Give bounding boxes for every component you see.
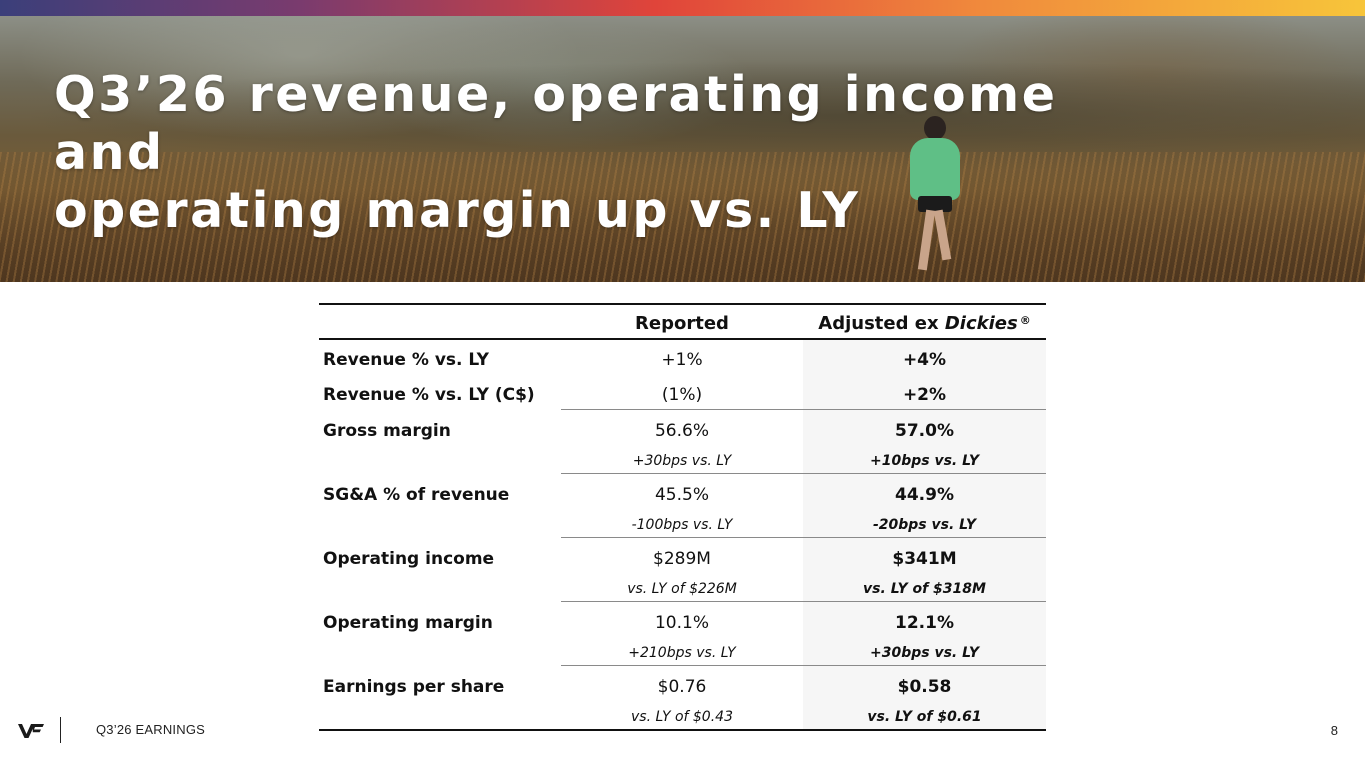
row-label: Operating income: [323, 549, 495, 569]
row-label: Operating margin: [323, 613, 493, 633]
slide-title: Q3’26 revenue, operating income and oper…: [54, 66, 1174, 240]
footer-label: Q3’26 EARNINGS: [96, 722, 206, 737]
hero-image: [0, 16, 1365, 282]
row-reported-note: vs. LY of $0.43: [631, 709, 733, 725]
runner-head: [924, 116, 946, 140]
runner-jacket: [910, 138, 960, 200]
hero-grass: [0, 152, 1365, 282]
registered-mark: ®: [1019, 314, 1031, 327]
row-separator: [561, 409, 1046, 410]
row-adjusted-note: vs. LY of $0.61: [867, 709, 982, 725]
row-adjusted-value: $0.58: [897, 677, 952, 697]
row-reported-value: (1%): [661, 385, 703, 405]
row-label: Gross margin: [323, 421, 451, 441]
row-adjusted-note: +30bps vs. LY: [870, 645, 979, 661]
header-adjusted-prefix: Adjusted ex: [818, 313, 945, 334]
vf-logo-icon: [18, 724, 44, 738]
row-label: Revenue % vs. LY: [323, 350, 489, 370]
row-separator: [561, 665, 1046, 666]
header-reported: Reported: [635, 313, 729, 334]
row-reported-value: +1%: [661, 350, 703, 370]
runner-shorts: [918, 196, 952, 212]
row-separator: [561, 601, 1046, 602]
row-reported-note: vs. LY of $226M: [627, 581, 737, 597]
row-adjusted-value: 12.1%: [895, 613, 954, 633]
row-reported-value: 10.1%: [654, 613, 709, 633]
header-adjusted-brand: Dickies: [944, 313, 1018, 334]
adjusted-column-background: [803, 339, 1046, 729]
row-label: SG&A % of revenue: [323, 485, 510, 505]
row-reported-value: 45.5%: [654, 485, 709, 505]
slide-title-line-1: Q3’26 revenue, operating income and: [54, 66, 1058, 181]
row-label: Earnings per share: [323, 677, 505, 697]
row-label: Revenue % vs. LY (C$): [323, 385, 535, 405]
table-top-rule: [319, 303, 1046, 305]
row-reported-note: +210bps vs. LY: [628, 645, 736, 661]
row-adjusted-value: 44.9%: [895, 485, 954, 505]
row-reported-value: $289M: [653, 549, 711, 569]
row-adjusted-note: -20bps vs. LY: [872, 517, 977, 533]
row-adjusted-value: +4%: [902, 350, 947, 370]
row-reported-value: $0.76: [657, 677, 707, 697]
page-number: 8: [1330, 723, 1338, 738]
row-adjusted-value: $341M: [892, 549, 957, 569]
row-reported-value: 56.6%: [654, 421, 709, 441]
row-adjusted-note: vs. LY of $318M: [863, 581, 986, 597]
brand-gradient-band: [0, 0, 1365, 16]
row-reported-note: +30bps vs. LY: [632, 453, 732, 469]
row-adjusted-value: 57.0%: [895, 421, 954, 441]
hero-runner: [900, 116, 970, 282]
row-separator: [561, 537, 1046, 538]
table-header-rule: [319, 338, 1046, 340]
row-adjusted-value: +2%: [902, 385, 947, 405]
footer-divider: [60, 717, 61, 743]
slide-title-line-2: operating margin up vs. LY: [54, 182, 861, 239]
row-reported-note: -100bps vs. LY: [631, 517, 733, 533]
header-adjusted: Adjusted ex Dickies ®: [803, 313, 1046, 334]
table-bottom-rule: [319, 729, 1046, 731]
row-adjusted-note: +10bps vs. LY: [870, 453, 979, 469]
row-separator: [561, 473, 1046, 474]
